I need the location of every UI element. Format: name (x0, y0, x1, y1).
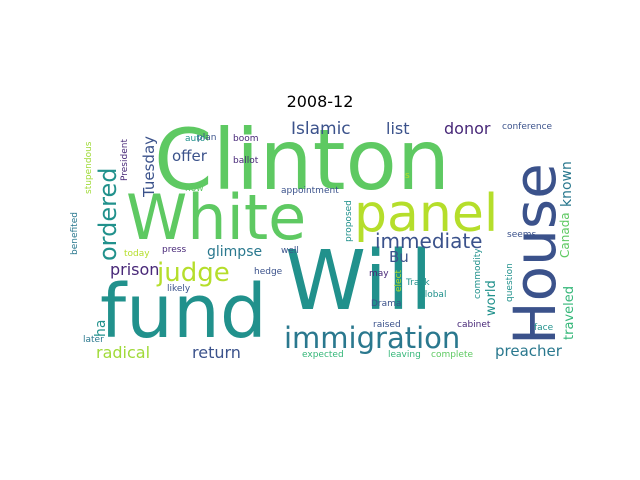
word-ordered: ordered (94, 168, 122, 261)
word-auto: auto (185, 134, 206, 144)
word-ballot: ballot (233, 156, 259, 166)
word-clinton: Clinton (154, 119, 450, 209)
word-donor: donor (444, 119, 491, 138)
word-likely: likely (167, 284, 191, 294)
word-tuesday: Tuesday (140, 136, 158, 198)
word-white: White (126, 181, 306, 254)
word-panel: panel (354, 184, 498, 244)
word-face: face (534, 323, 554, 333)
word-radical: radical (96, 343, 150, 362)
word-proposed: proposed (344, 200, 354, 242)
word-hedge: hedge (254, 267, 283, 277)
word-bu: Bu (389, 248, 409, 266)
word-well: well (281, 246, 299, 256)
word-preacher: preacher (495, 342, 563, 360)
word-appointment: appointment (281, 186, 339, 196)
word-ha: ha (93, 320, 109, 337)
word-glimpse: glimpse (207, 244, 262, 260)
word-cabinet: cabinet (457, 320, 491, 330)
word-fund: fund (100, 269, 267, 355)
word-elect: elect (394, 269, 404, 292)
word-seems: seems (507, 230, 537, 240)
word-global: global (419, 290, 446, 300)
word-raised: raised (373, 320, 401, 330)
word-list: list (386, 119, 410, 138)
word-president: President (120, 139, 130, 181)
word-immigration: immigration (284, 321, 460, 355)
word-track: Track (405, 278, 430, 288)
word-boom: boom (233, 134, 259, 144)
word-drama: Drama (371, 299, 401, 309)
word-house: House (501, 163, 569, 345)
word-commodity: commodity (473, 248, 483, 299)
word-immediate: immediate (375, 229, 482, 253)
word-today: today (124, 249, 150, 259)
word-judge: judge (156, 258, 230, 288)
word-complete: complete (431, 350, 474, 360)
word-world: world (484, 280, 499, 316)
word-conference: conference (502, 122, 553, 132)
word-may: may (369, 269, 389, 279)
word-later: later (83, 335, 104, 345)
word-known: known (559, 161, 575, 207)
word-stupendous: stupendous (84, 141, 94, 194)
word-plan: plan (197, 133, 216, 143)
word-press: press (162, 245, 186, 255)
word-expected: expected (302, 350, 344, 360)
word-now: now (185, 184, 204, 194)
word-benefited: benefited (70, 212, 80, 255)
word-s: s (405, 171, 410, 181)
word-islamic: Islamic (291, 119, 351, 139)
word-canada: Canada (558, 212, 572, 258)
word-cloud: Clinton White House Will fund panel orde… (70, 119, 576, 362)
word-leaving: leaving (388, 350, 421, 360)
figure-title: 2008-12 (286, 92, 354, 111)
word-return: return (192, 343, 241, 362)
word-prison: prison (110, 260, 159, 279)
word-offer: offer (172, 147, 208, 165)
word-will: Will (285, 234, 433, 329)
word-traveled: traveled (562, 286, 576, 340)
word-question: question (505, 263, 515, 302)
